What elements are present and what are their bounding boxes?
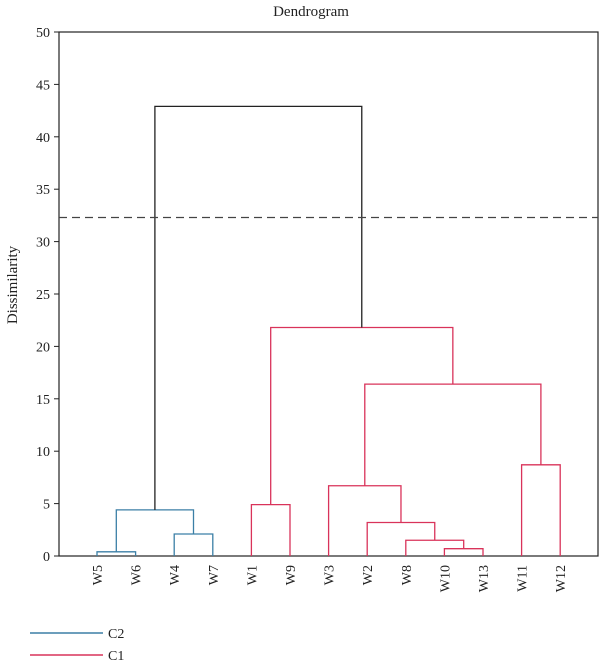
leaf-label: W5 (91, 565, 106, 585)
leaf-label: W4 (168, 565, 183, 585)
plot-frame (58, 31, 599, 557)
y-tick-label: 50 (36, 26, 50, 41)
dendrogram-link (96, 551, 137, 556)
legend-label: C1 (108, 649, 124, 664)
dendrogram-link (154, 105, 363, 510)
dendrogram-link (520, 464, 561, 556)
leaf-label: W9 (284, 565, 299, 585)
leaf-label: W7 (207, 565, 222, 585)
y-axis: 0 5 10 15 20 25 30 35 40 45 50 (36, 26, 59, 565)
dendrogram-link (115, 509, 195, 552)
leaf-label: W11 (516, 565, 531, 592)
y-tick-label: 0 (43, 550, 50, 565)
dendrogram-link (364, 383, 542, 486)
leaf-labels: W5 W6 W4 W7 W1 W9 W3 W2 W8 W10 W13 W11 W12 (91, 565, 569, 592)
dendrogram-link (270, 326, 454, 505)
dendrogram-link (366, 521, 436, 556)
leaf-label: W10 (438, 565, 453, 592)
leaf-label: W13 (477, 565, 492, 592)
chart-title: Dendrogram (273, 4, 349, 20)
y-tick-label: 25 (36, 288, 50, 303)
leaf-label: W1 (245, 565, 260, 585)
y-axis-label: Dissimilarity (5, 245, 21, 324)
leaf-label: W8 (400, 565, 415, 585)
legend-label: C2 (108, 627, 124, 642)
leaf-label: W3 (323, 565, 338, 585)
y-tick-label: 35 (36, 183, 50, 198)
y-tick-label: 10 (36, 445, 50, 460)
leaf-label: W12 (554, 565, 569, 592)
leaf-label: W2 (361, 565, 376, 585)
y-tick-label: 45 (36, 78, 50, 93)
dendrogram-links (96, 105, 561, 556)
dendrogram-link (443, 548, 484, 556)
y-tick-label: 15 (36, 393, 50, 408)
y-tick-label: 5 (43, 498, 50, 513)
leaf-label: W6 (130, 565, 145, 585)
dendrogram-link (250, 503, 291, 556)
y-tick-label: 30 (36, 236, 50, 251)
dendrogram-link (327, 485, 402, 556)
y-tick-label: 20 (36, 340, 50, 355)
y-tick-label: 40 (36, 131, 50, 146)
dendrogram-link (173, 533, 214, 556)
